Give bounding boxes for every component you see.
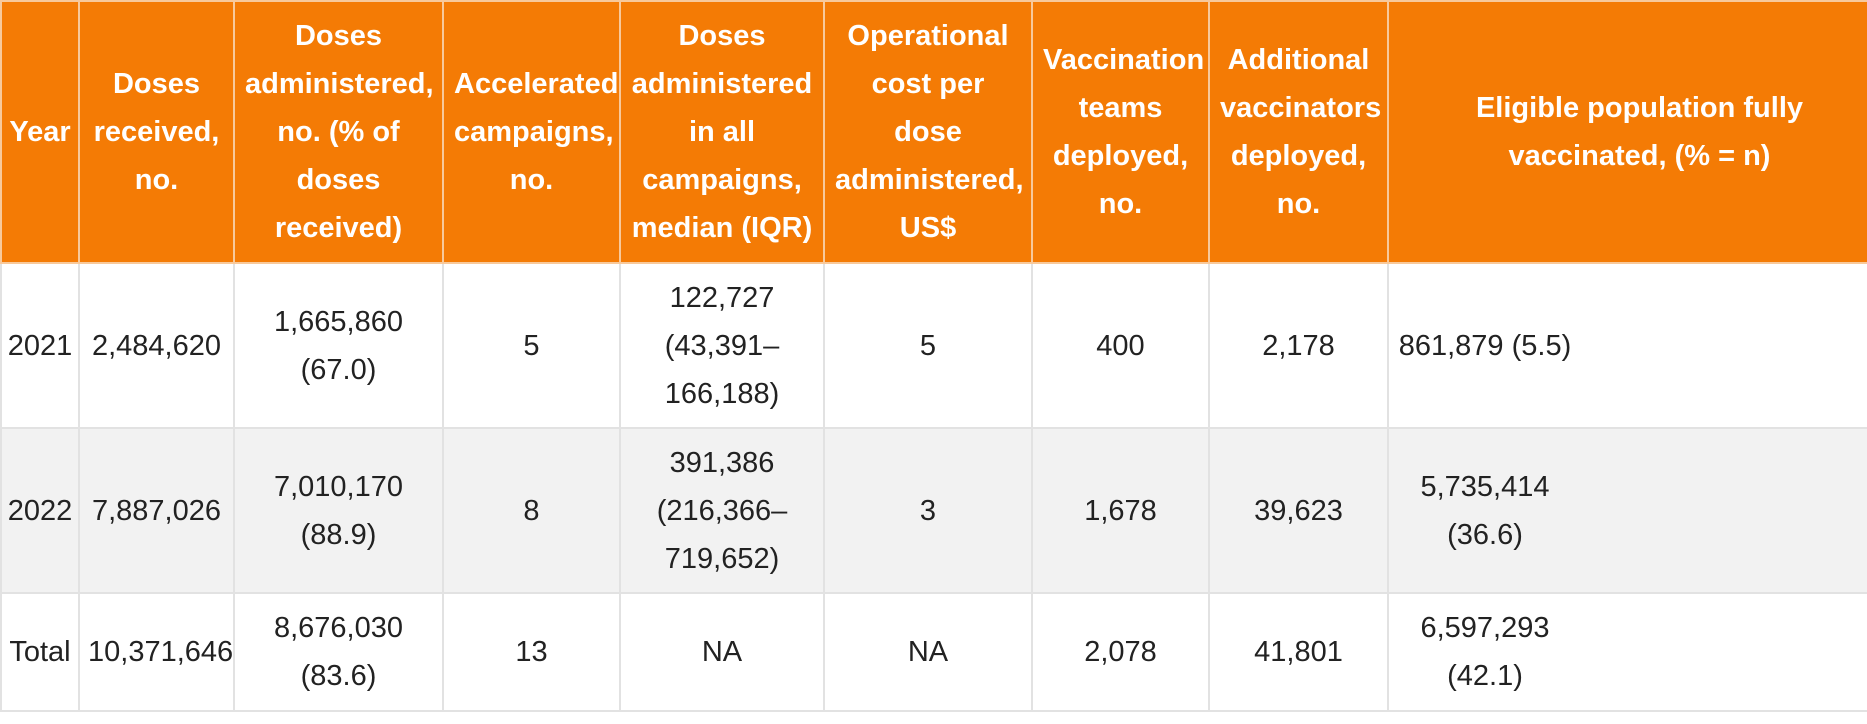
cell-eligible-population: 861,879 (5.5) (1388, 263, 1867, 428)
cell-eligible-population: 5,735,414 (36.6) (1388, 428, 1867, 593)
header-vaccination-teams: Vaccination teams deployed, no. (1032, 1, 1209, 263)
cell-eligible-population: 6,597,293 (42.1) (1388, 593, 1867, 711)
cell-accelerated-campaigns: 5 (443, 263, 620, 428)
cell-doses-received: 10,371,646 (79, 593, 234, 711)
cell-vaccination-teams: 2,078 (1032, 593, 1209, 711)
cell-operational-cost: NA (824, 593, 1032, 711)
cell-additional-vaccinators: 39,623 (1209, 428, 1388, 593)
header-doses-median-iqr: Doses administered in all campaigns, med… (620, 1, 824, 263)
cell-doses-median-iqr: 122,727 (43,391–166,188) (620, 263, 824, 428)
cell-operational-cost: 3 (824, 428, 1032, 593)
table-header: Year Doses received, no. Doses administe… (1, 1, 1867, 263)
cell-eligible-population-text: 5,735,414 (36.6) (1397, 463, 1573, 559)
cell-accelerated-campaigns: 8 (443, 428, 620, 593)
cell-doses-received: 2,484,620 (79, 263, 234, 428)
cell-year: 2021 (1, 263, 79, 428)
header-doses-received: Doses received, no. (79, 1, 234, 263)
header-year: Year (1, 1, 79, 263)
cell-doses-administered: 7,010,170 (88.9) (234, 428, 443, 593)
cell-vaccination-teams: 400 (1032, 263, 1209, 428)
cell-operational-cost: 5 (824, 263, 1032, 428)
cell-doses-administered: 8,676,030 (83.6) (234, 593, 443, 711)
header-additional-vaccinators: Additional vaccinators deployed, no. (1209, 1, 1388, 263)
cell-accelerated-campaigns: 13 (443, 593, 620, 711)
table-row: Total 10,371,646 8,676,030 (83.6) 13 NA … (1, 593, 1867, 711)
table-body: 2021 2,484,620 1,665,860 (67.0) 5 122,72… (1, 263, 1867, 711)
header-eligible-population: Eligible population fully vaccinated, (%… (1388, 1, 1867, 263)
cell-doses-median-iqr: 391,386 (216,366–719,652) (620, 428, 824, 593)
cell-additional-vaccinators: 2,178 (1209, 263, 1388, 428)
table-row: 2022 7,887,026 7,010,170 (88.9) 8 391,38… (1, 428, 1867, 593)
cell-doses-received: 7,887,026 (79, 428, 234, 593)
header-row: Year Doses received, no. Doses administe… (1, 1, 1867, 263)
cell-year: Total (1, 593, 79, 711)
header-accelerated-campaigns: Accelerated campaigns, no. (443, 1, 620, 263)
cell-year: 2022 (1, 428, 79, 593)
cell-doses-administered: 1,665,860 (67.0) (234, 263, 443, 428)
cell-additional-vaccinators: 41,801 (1209, 593, 1388, 711)
header-doses-administered: Doses administered, no. (% of doses rece… (234, 1, 443, 263)
cell-vaccination-teams: 1,678 (1032, 428, 1209, 593)
cell-doses-median-iqr: NA (620, 593, 824, 711)
table-row: 2021 2,484,620 1,665,860 (67.0) 5 122,72… (1, 263, 1867, 428)
header-operational-cost: Operational cost per dose administered, … (824, 1, 1032, 263)
cell-eligible-population-text: 861,879 (5.5) (1397, 322, 1573, 370)
cell-eligible-population-text: 6,597,293 (42.1) (1397, 604, 1573, 700)
